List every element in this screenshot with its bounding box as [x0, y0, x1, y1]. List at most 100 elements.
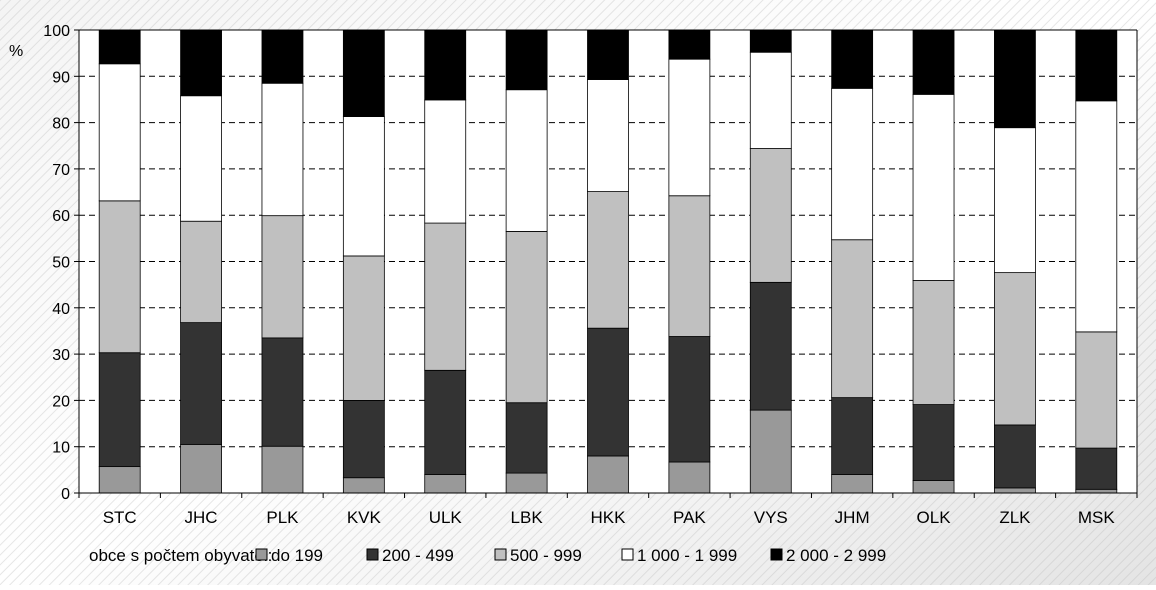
bar-segment: [1075, 488, 1118, 494]
bar-segment: [424, 222, 467, 371]
legend-label: 500 - 999: [510, 546, 582, 565]
bar-segment: [994, 127, 1036, 274]
bar-segment: [261, 215, 304, 339]
bar-segment: [668, 195, 711, 337]
bar-segment: [98, 63, 141, 202]
bar-segment: [994, 424, 1036, 489]
bar-segment: [587, 79, 629, 192]
bar-segment: [912, 29, 955, 95]
x-tick-label: PAK: [673, 508, 706, 527]
bar-segment: [98, 29, 141, 65]
x-tick-label: MSK: [1078, 508, 1116, 527]
bar-segment: [587, 327, 629, 457]
y-tick-label: 0: [61, 486, 70, 503]
legend-label: 1 000 - 1 999: [637, 546, 737, 565]
y-tick-label: 10: [52, 440, 70, 457]
bar-segment: [342, 255, 385, 401]
legend: obce s počtem obyvatel: do 199 200 - 499 5…: [89, 546, 886, 565]
bar-segment: [180, 95, 222, 222]
y-tick-label: 30: [52, 347, 70, 364]
bar-segment: [912, 93, 955, 281]
bar-segment: [587, 191, 629, 329]
bar-segment: [1075, 100, 1118, 333]
bar-segment: [668, 336, 711, 463]
bar-segment: [749, 409, 792, 494]
y-tick-label: 70: [52, 162, 70, 179]
legend-label: 200 - 499: [382, 546, 454, 565]
legend-swatch: [366, 548, 379, 561]
bar-segment: [749, 51, 792, 149]
x-tick-label: KVK: [347, 508, 382, 527]
bar-segment: [342, 477, 385, 494]
y-tick-label: 100: [43, 23, 70, 40]
x-tick-label: OLK: [917, 508, 952, 527]
bar-segment: [749, 29, 792, 53]
y-axis-label: %: [9, 43, 23, 60]
bar-segment: [668, 461, 711, 494]
bar-segment: [180, 220, 222, 324]
bar-segment: [261, 337, 304, 447]
legend-label: do 199: [271, 546, 323, 565]
bar-segment: [749, 281, 792, 411]
bar-segment: [261, 29, 304, 84]
bar-segment: [505, 472, 548, 494]
bar-segment: [749, 148, 792, 283]
x-tick-label: PLK: [266, 508, 299, 527]
legend-swatch: [255, 548, 268, 561]
x-tick-label: JHM: [835, 508, 870, 527]
y-tick-label: 60: [52, 208, 70, 225]
bar-segment: [505, 29, 548, 91]
bar-segment: [1075, 29, 1118, 102]
legend-label: 2 000 - 2 999: [786, 546, 886, 565]
legend-title: obce s počtem obyvatel:: [89, 546, 272, 565]
bar-segment: [912, 404, 955, 481]
bar-segment: [831, 474, 874, 494]
bar-segment: [261, 82, 304, 217]
y-tick-label: 50: [52, 255, 70, 272]
x-tick-label: HKK: [591, 508, 627, 527]
bar-segment: [424, 474, 467, 494]
bar-segment: [342, 399, 385, 479]
bar-segment: [505, 89, 548, 232]
legend-swatch: [494, 548, 507, 561]
bar-segment: [994, 487, 1036, 494]
bar-segment: [98, 200, 141, 354]
y-tick-label: 20: [52, 393, 70, 410]
bar-segment: [180, 29, 222, 97]
y-tick-label: 40: [52, 301, 70, 318]
bar-segment: [994, 29, 1036, 129]
bar-segment: [424, 369, 467, 475]
bar-segment: [587, 29, 629, 80]
x-tick-label: STC: [103, 508, 137, 527]
bar-segment: [342, 29, 385, 117]
axes: 0 10 20 30 40 50 60 70 80 90 100 STC JHC PLK KVK ULK LBK…: [43, 23, 1138, 527]
bar-segment: [912, 280, 955, 405]
x-tick-label: ULK: [429, 508, 463, 527]
legend-swatch: [770, 548, 783, 561]
y-tick-label: 80: [52, 116, 70, 133]
bar-segment: [912, 480, 955, 494]
bar-segment: [831, 87, 874, 241]
bar-segment: [98, 352, 141, 468]
bar-segment: [342, 116, 385, 257]
bar-segment: [668, 58, 711, 197]
gridlines: [79, 75, 1137, 448]
bar-segment: [587, 455, 629, 494]
bar-segment: [180, 443, 222, 494]
x-tick-label: ZLK: [999, 508, 1031, 527]
bar-segment: [180, 322, 222, 445]
bar-segment: [505, 231, 548, 404]
bar-segment: [261, 445, 304, 494]
bar-segment: [1075, 331, 1118, 449]
bar-segment: [424, 99, 467, 224]
legend-swatch: [621, 548, 634, 561]
bar-segment: [831, 29, 874, 89]
bar-segment: [831, 239, 874, 399]
bar-segment: [1075, 447, 1118, 490]
y-tick-label: 90: [52, 69, 70, 86]
bar-segment: [98, 466, 141, 494]
x-tick-label: JHC: [185, 508, 218, 527]
bar-segment: [668, 29, 711, 60]
